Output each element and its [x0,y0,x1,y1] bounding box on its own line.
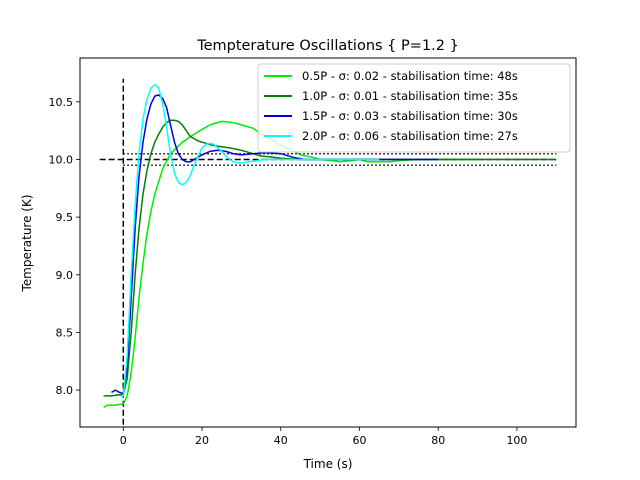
y-tick-label: 10.5 [49,96,74,109]
legend-box [257,63,571,153]
series-line-1 [103,120,478,409]
plot-frame [79,57,577,428]
x-tick-label: 40 [274,434,288,447]
x-tick-label: 60 [352,434,366,447]
legend-entry: 1.0P - σ: 0.01 - stabilisation time: 35s [302,89,518,103]
y-tick-label: 10.0 [49,153,74,166]
y-tick-label: 8.5 [56,326,74,339]
x-axis-label: Time (s) [303,457,353,471]
x-axis-ticks: 0 20 40 60 80 100 [120,427,527,447]
y-axis-label: Temperature (K) [20,194,34,292]
y-tick-label: 9.5 [56,211,74,224]
plot-area [99,78,557,425]
y-tick-label: 9.0 [56,269,74,282]
chart-title: Tempterature Oscillations { P=1.2 } [196,38,459,54]
legend-entry: 0.5P - σ: 0.02 - stabilisation time: 48s [302,69,518,83]
y-tick-label: 8.0 [56,384,74,397]
legend: 0.5P - σ: 0.02 - stabilisation time: 48s… [257,63,571,153]
y-axis-ticks: 8.0 8.5 9.0 9.5 10.0 10.5 [49,96,80,397]
legend-entry: 2.0P - σ: 0.06 - stabilisation time: 27s [302,129,518,143]
x-tick-label: 20 [195,434,209,447]
series-line-4 [119,83,380,397]
legend-entry: 1.5P - σ: 0.03 - stabilisation time: 30s [302,109,518,123]
x-tick-label: 0 [120,434,127,447]
series-line-3 [111,94,439,395]
x-tick-label: 80 [431,434,445,447]
x-tick-label: 100 [506,434,527,447]
